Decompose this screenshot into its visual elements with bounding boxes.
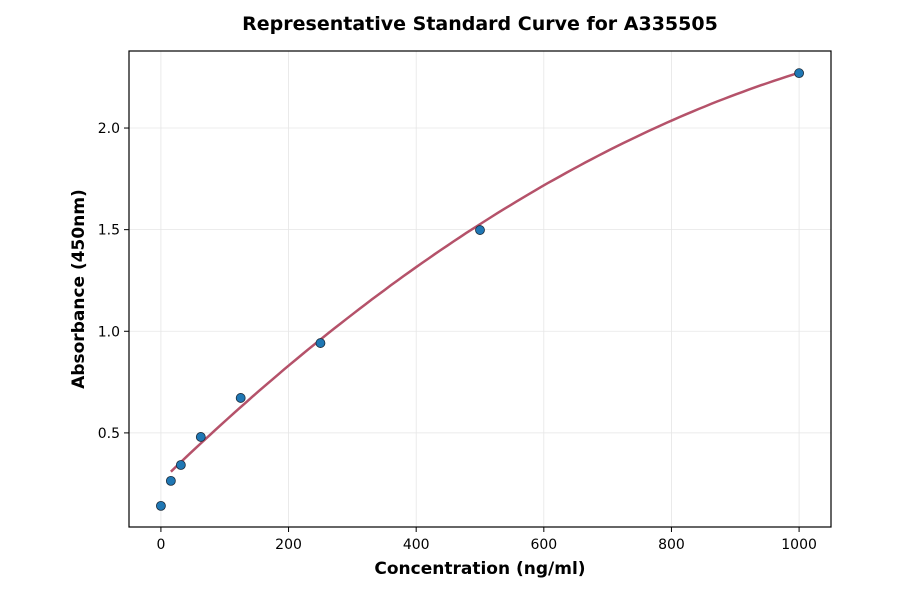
grid xyxy=(129,51,831,527)
chart-title: Representative Standard Curve for A33550… xyxy=(242,13,718,35)
data-point xyxy=(195,432,206,442)
data-point xyxy=(175,460,186,470)
x-axis-ticks: 0 200 400 600 800 1000 xyxy=(156,527,817,553)
data-point xyxy=(794,68,804,79)
x-axis-label: Concentration (ng/ml) xyxy=(374,559,585,579)
fit-curve-layer xyxy=(170,71,800,473)
y-tick-label: 1.0 xyxy=(98,324,120,340)
x-tick-label: 800 xyxy=(658,537,685,553)
data-point xyxy=(156,500,166,511)
x-tick-label: 600 xyxy=(530,537,557,553)
y-tick-label: 2.0 xyxy=(98,121,120,137)
y-tick-label: 0.5 xyxy=(98,426,120,442)
y-axis-label: Absorbance (450nm) xyxy=(69,189,89,389)
y-axis-ticks: 0.5 1.0 1.5 2.0 xyxy=(98,121,129,442)
data-point xyxy=(475,225,485,235)
x-tick-label: 0 xyxy=(156,537,165,553)
data-points xyxy=(156,68,804,511)
x-tick-label: 200 xyxy=(275,537,302,553)
data-point xyxy=(165,475,176,486)
fit-curve xyxy=(170,71,800,473)
y-tick-label: 1.5 xyxy=(98,223,120,239)
x-tick-label: 400 xyxy=(403,537,430,553)
data-point xyxy=(235,393,246,403)
x-tick-label: 1000 xyxy=(781,537,817,553)
plot-frame xyxy=(128,50,832,528)
data-point xyxy=(315,338,326,348)
